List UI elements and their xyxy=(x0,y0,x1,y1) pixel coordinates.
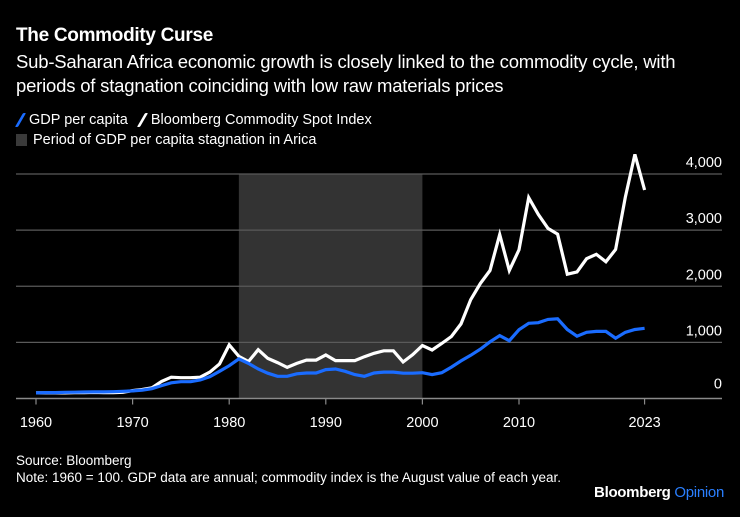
chart-subtitle: Sub-Saharan Africa economic growth is cl… xyxy=(16,51,676,96)
legend-item-stagnation: Period of GDP per capita stagnation in A… xyxy=(16,130,316,150)
methodology-note: Note: 1960 = 100. GDP data are annual; c… xyxy=(16,470,561,485)
x-tick-label: 1990 xyxy=(310,415,342,431)
source-note: Source: Bloomberg xyxy=(16,453,132,468)
y-tick-label: 0 xyxy=(714,377,722,393)
x-tick-label: 1970 xyxy=(116,415,148,431)
gray-square-icon xyxy=(16,134,27,146)
chart-title: The Commodity Curse xyxy=(16,25,213,46)
brand-accent: Opinion xyxy=(674,484,724,501)
brand-logo: Bloomberg Opinion xyxy=(594,484,724,501)
x-tick-label: 1980 xyxy=(213,415,245,431)
y-tick-label: 4,000 xyxy=(686,155,722,171)
brand-name: Bloomberg xyxy=(594,484,671,501)
legend-label: GDP per capita xyxy=(29,112,128,128)
gdp-per-capita-line xyxy=(35,317,645,395)
y-tick-label: 3,000 xyxy=(686,211,722,227)
y-tick-label: 1,000 xyxy=(686,323,722,339)
x-tick-label: 2023 xyxy=(628,415,660,431)
x-tick-label: 1960 xyxy=(20,415,52,431)
legend-label: Bloomberg Commodity Spot Index xyxy=(150,112,372,128)
x-tick-label: 2010 xyxy=(503,415,535,431)
legend-item-commodity: Bloomberg Commodity Spot Index xyxy=(136,110,372,130)
legend: GDP per capita Bloomberg Commodity Spot … xyxy=(14,110,382,150)
x-tick-label: 2000 xyxy=(406,415,438,431)
footer: Source: Bloomberg Note: 1960 = 100. GDP … xyxy=(16,452,576,486)
legend-label: Period of GDP per capita stagnation in A… xyxy=(33,132,317,148)
legend-item-gdp: GDP per capita xyxy=(14,110,128,130)
y-tick-label: 2,000 xyxy=(686,267,722,283)
